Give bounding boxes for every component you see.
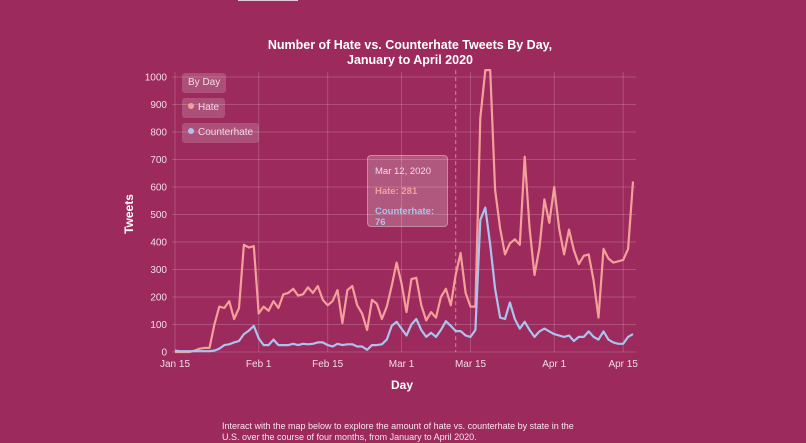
x-tick-label: Mar 15 — [455, 359, 487, 370]
y-axis-label: Tweets — [122, 194, 136, 234]
y-tick-label: 1000 — [145, 73, 168, 84]
x-tick-label: Apr 1 — [542, 359, 566, 370]
y-tick-label: 900 — [150, 100, 167, 111]
tooltip-date: Mar 12, 2020 — [375, 166, 431, 177]
series-line-hate — [175, 68, 635, 354]
legend-item-hate[interactable]: Hate — [182, 98, 226, 118]
y-tick-label: 0 — [161, 348, 167, 359]
chart-title-line-2: January to April 2020 — [347, 53, 473, 67]
y-tick-label: 300 — [150, 265, 167, 276]
counterhate-dot-icon — [188, 128, 194, 135]
y-tick-label: 600 — [150, 183, 167, 194]
y-tick-label: 700 — [150, 155, 167, 166]
legend-label-hate: Hate — [198, 102, 220, 113]
legend-title: By Day — [182, 73, 227, 93]
caption-line-1: Interact with the map below to explore t… — [222, 421, 574, 431]
tooltip-counterhate: Counterhate: 76 — [375, 206, 435, 228]
x-axis-label: Day — [391, 378, 413, 392]
series-line-counterhate — [174, 206, 634, 353]
x-tick-label: Feb 1 — [246, 359, 272, 370]
legend-label-counterhate: Counterhate — [198, 127, 254, 138]
y-tick-label: 500 — [150, 210, 167, 221]
caption-line-2: U.S. over the course of four months, fro… — [222, 432, 477, 442]
chart-title: Number of Hate vs. Counterhate Tweets By… — [200, 38, 620, 68]
y-tick-label: 200 — [150, 293, 167, 304]
chart-title-line-1: Number of Hate vs. Counterhate Tweets By… — [267, 38, 553, 52]
y-tick-label: 100 — [150, 320, 167, 331]
x-tick-label: Apr 15 — [608, 359, 638, 370]
x-tick-label: Feb 15 — [312, 359, 344, 370]
tooltip-hate: Hate: 281 — [375, 186, 418, 197]
caption: Interact with the map below to explore t… — [222, 421, 574, 443]
y-tick-label: 800 — [150, 128, 167, 139]
x-tick-label: Jan 15 — [160, 359, 190, 370]
top-divider — [238, 0, 298, 1]
hate-dot-icon — [188, 103, 194, 110]
x-tick-label: Mar 1 — [389, 359, 415, 370]
tooltip: Mar 12, 2020 Hate: 281 Counterhate: 76 — [367, 155, 448, 228]
legend-item-counterhate[interactable]: Counterhate — [182, 123, 260, 143]
y-tick-label: 400 — [150, 238, 167, 249]
